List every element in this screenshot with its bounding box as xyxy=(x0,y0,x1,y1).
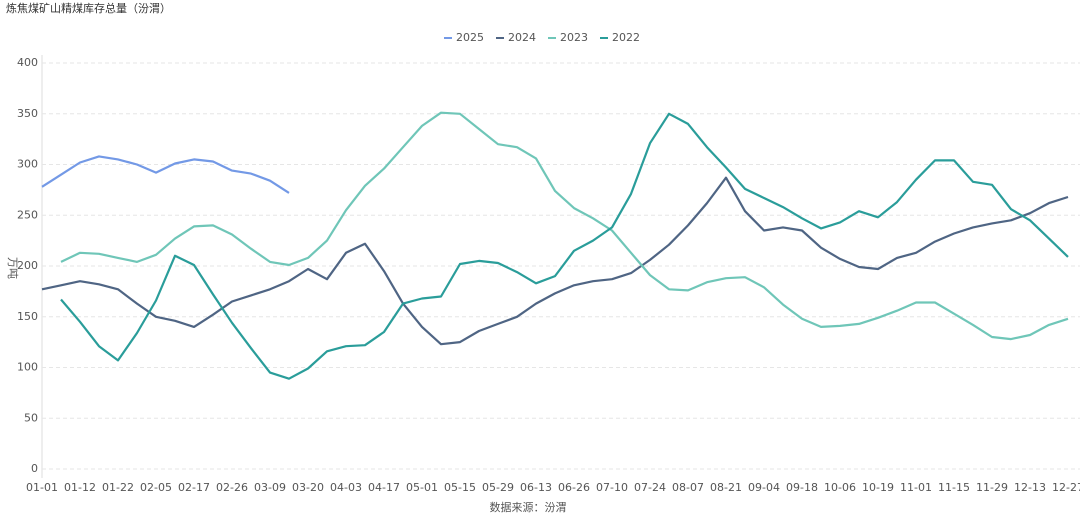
legend-label[interactable]: 2022 xyxy=(612,31,640,44)
x-tick-label: 02-26 xyxy=(216,481,248,494)
chart-title: 炼焦煤矿山精煤库存总量（汾渭） xyxy=(6,1,171,15)
x-tick-label: 10-06 xyxy=(824,481,856,494)
y-tick-label: 350 xyxy=(17,107,38,120)
x-tick-label: 01-01 xyxy=(26,481,58,494)
x-tick-label: 05-15 xyxy=(444,481,476,494)
x-tick-label: 11-01 xyxy=(900,481,932,494)
y-axis-label: 万吨 xyxy=(6,257,19,279)
x-tick-label: 07-24 xyxy=(634,481,666,494)
x-tick-label: 08-07 xyxy=(672,481,704,494)
y-tick-label: 0 xyxy=(31,462,38,475)
y-tick-label: 300 xyxy=(17,158,38,171)
y-tick-label: 400 xyxy=(17,56,38,69)
x-tick-label: 07-10 xyxy=(596,481,628,494)
x-tick-label: 01-22 xyxy=(102,481,134,494)
x-tick-label: 04-03 xyxy=(330,481,362,494)
y-tick-label: 50 xyxy=(24,411,38,424)
x-tick-label: 01-12 xyxy=(64,481,96,494)
x-tick-label: 11-29 xyxy=(976,481,1008,494)
x-tick-label: 02-17 xyxy=(178,481,210,494)
y-tick-label: 200 xyxy=(17,259,38,272)
y-tick-label: 250 xyxy=(17,208,38,221)
y-tick-label: 150 xyxy=(17,310,38,323)
x-axis-label: 数据来源：汾渭 xyxy=(490,500,567,514)
y-tick-label: 100 xyxy=(17,361,38,374)
legend-label[interactable]: 2023 xyxy=(560,31,588,44)
x-tick-label: 09-18 xyxy=(786,481,818,494)
x-tick-label: 05-01 xyxy=(406,481,438,494)
x-tick-label: 03-09 xyxy=(254,481,286,494)
x-tick-label: 11-15 xyxy=(938,481,970,494)
series-line xyxy=(41,176,1069,346)
x-tick-label: 12-13 xyxy=(1014,481,1046,494)
series-line xyxy=(60,111,1069,341)
x-tick-label: 12-27 xyxy=(1052,481,1080,494)
x-tick-label: 10-19 xyxy=(862,481,894,494)
x-tick-label: 06-13 xyxy=(520,481,552,494)
x-tick-label: 03-20 xyxy=(292,481,324,494)
x-tick-label: 06-26 xyxy=(558,481,590,494)
x-tick-label: 04-17 xyxy=(368,481,400,494)
x-tick-label: 09-04 xyxy=(748,481,780,494)
series-line xyxy=(41,155,290,194)
x-tick-label: 08-21 xyxy=(710,481,742,494)
x-tick-label: 05-29 xyxy=(482,481,514,494)
series-line xyxy=(60,112,1069,380)
legend-label[interactable]: 2024 xyxy=(508,31,536,44)
x-tick-label: 02-05 xyxy=(140,481,172,494)
legend-label[interactable]: 2025 xyxy=(456,31,484,44)
